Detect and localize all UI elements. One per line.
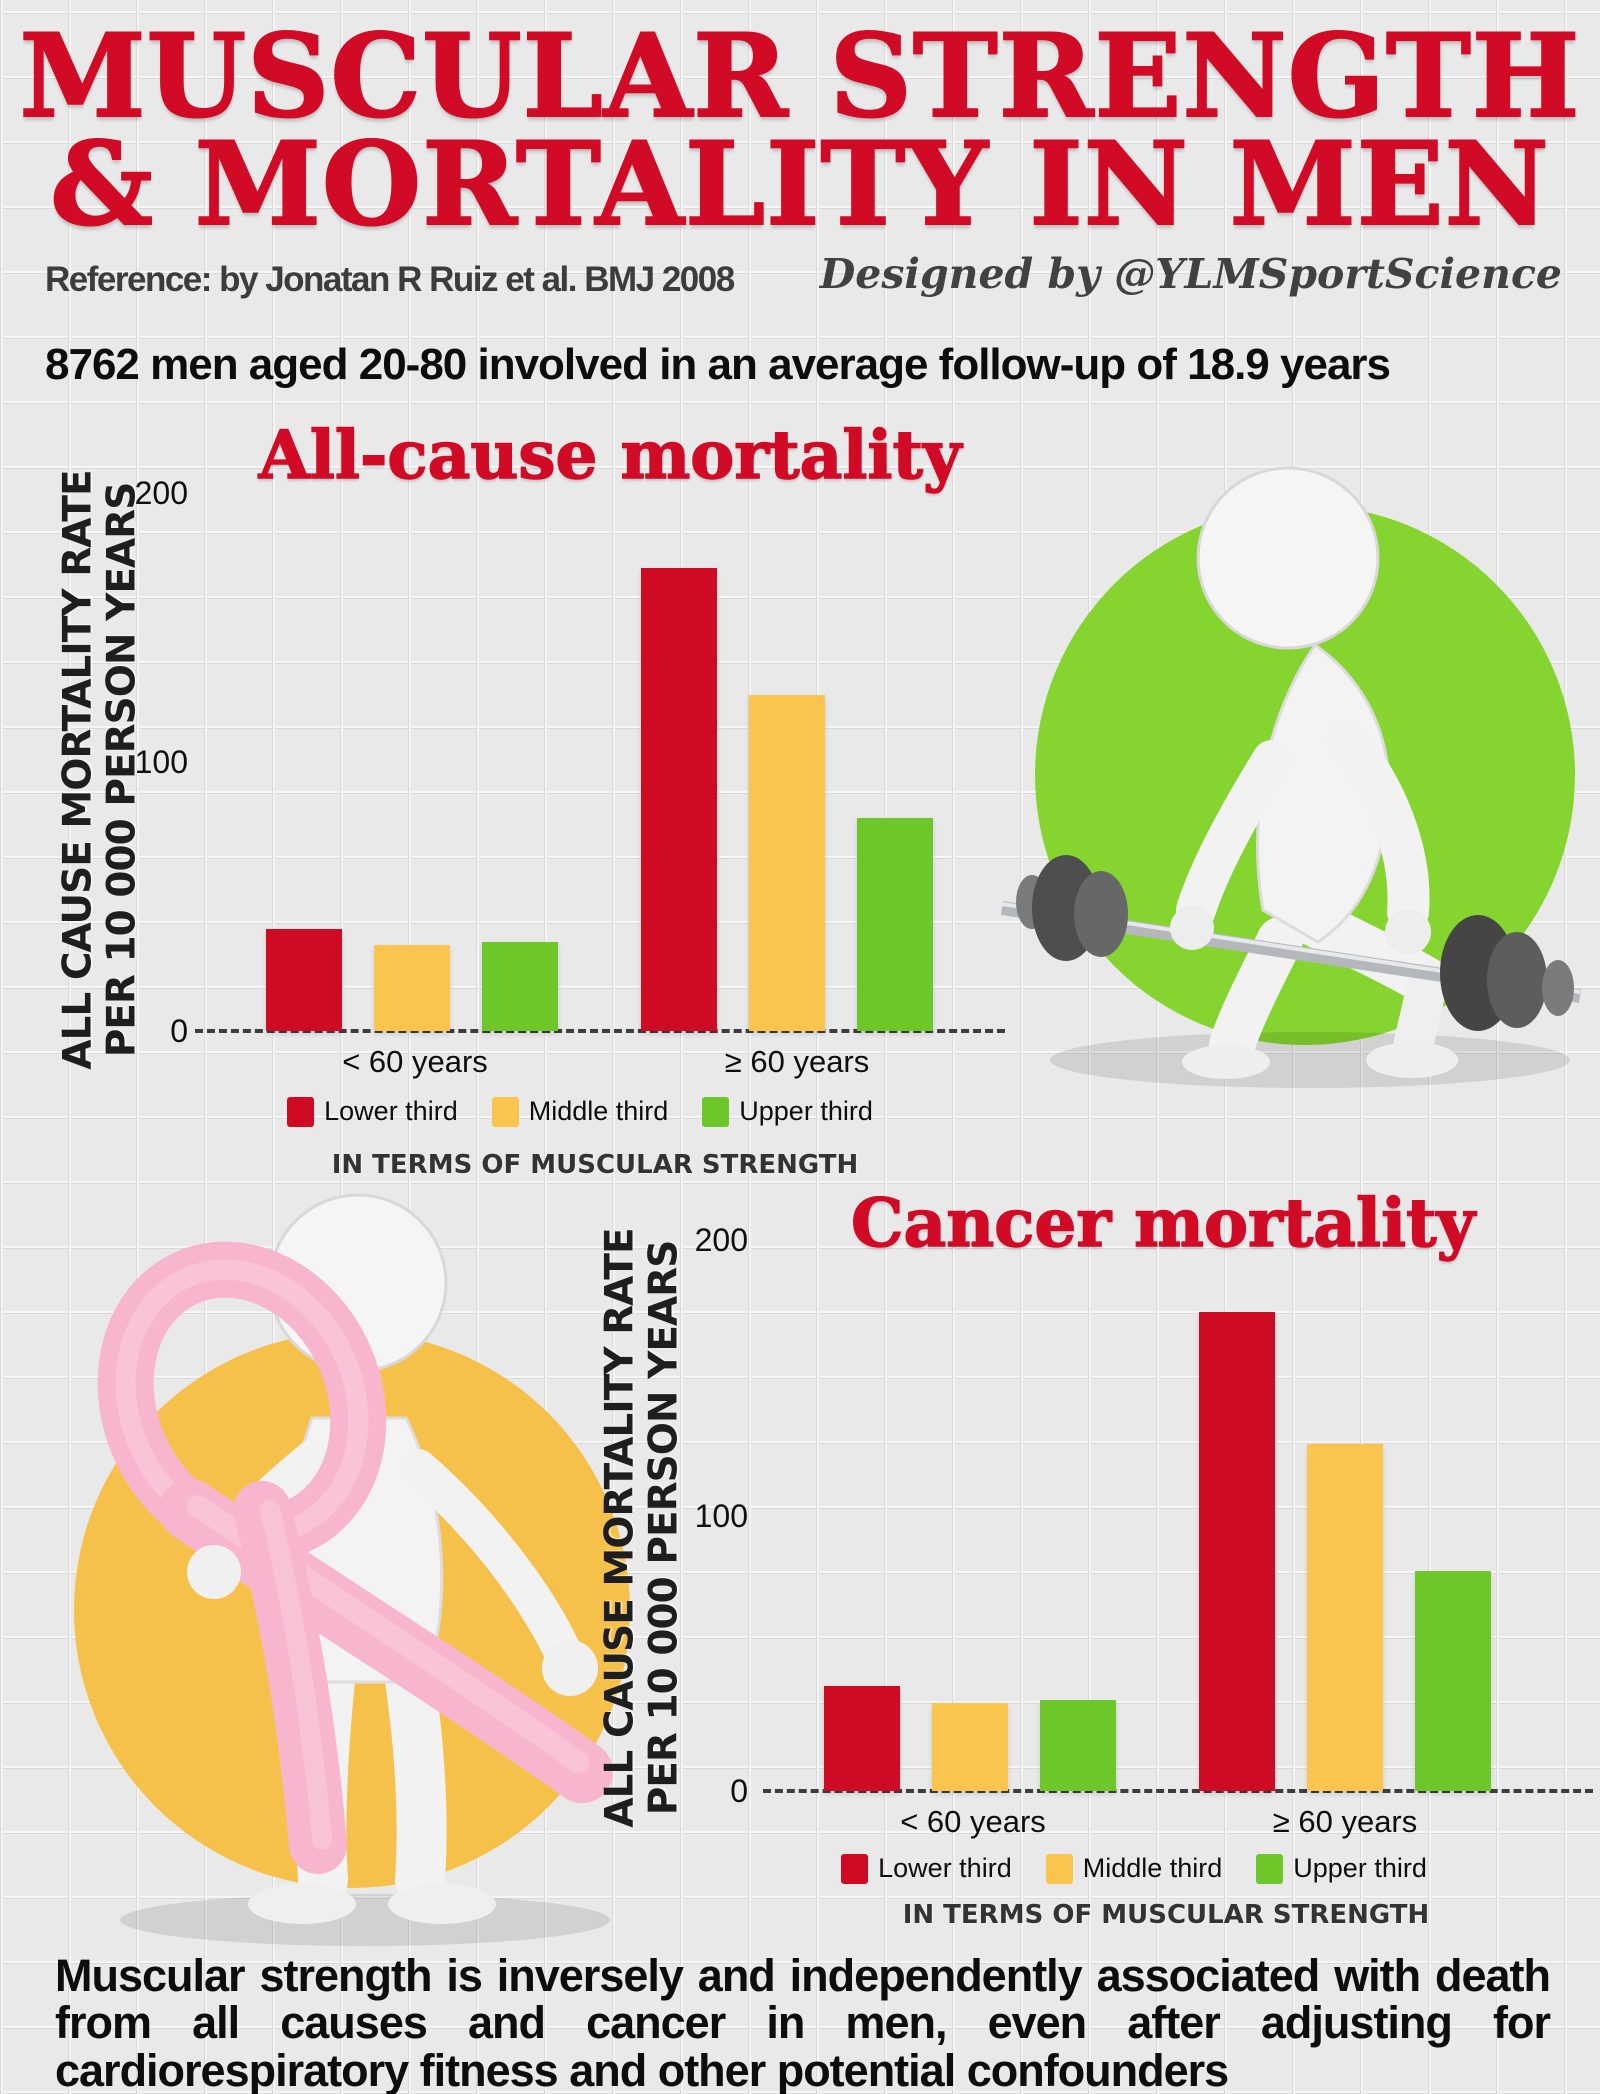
pink-ribbon-icon [97, 1241, 613, 1874]
bar-middle-third-60-years [374, 945, 450, 1031]
bar-middle-third-60-years [1307, 1444, 1383, 1791]
chart2-y-axis-label: ALL CAUSE MORTALITY RATE PER 10 000 PERS… [597, 1228, 686, 1828]
figure-right-hand [542, 1640, 598, 1696]
figure-right-foot [388, 1884, 496, 1924]
figure-right-arm [1325, 719, 1430, 933]
bar-upper-third-60-years [1415, 1571, 1491, 1791]
x-axis-baseline [195, 1029, 1005, 1033]
legend-item-upper-third: Upper third [702, 1096, 873, 1127]
chart1-title: All-cause mortality [258, 415, 962, 495]
chart1-x-axis-caption: IN TERMS OF MUSCULAR STRENGTH [331, 1150, 859, 1180]
legend-label-upper-third: Upper third [1293, 1853, 1427, 1883]
figure-shadow [120, 1894, 610, 1946]
bar-upper-third-60-years [1040, 1700, 1116, 1791]
chart2-title: Cancer mortality [850, 1183, 1476, 1263]
legend-label-middle-third: Middle third [1082, 1853, 1223, 1883]
legend-swatch-upper-third [1256, 1853, 1284, 1884]
category-label-60-years: < 60 years [342, 1044, 488, 1079]
figure-front-foot [1366, 1042, 1458, 1078]
chart1-y-axis-label-line1: ALL CAUSE MORTALITY RATE [55, 470, 101, 1070]
figure-head [1196, 466, 1380, 650]
figure-shin [1394, 962, 1448, 1062]
bar-lower-third-60-years [641, 568, 717, 1031]
legend-label-upper-third: Upper third [739, 1096, 873, 1126]
barbell-icon [1000, 855, 1582, 1031]
conclusion-text: Muscular strength is inversely and indep… [55, 1950, 1551, 2094]
designed-by-text: Designed by @YLMSportScience [819, 250, 1562, 298]
figure-hands [187, 1545, 598, 1696]
ribbon-tail-highlight [260, 1500, 332, 1850]
figure-right-hand [1385, 909, 1431, 955]
chart1-y-axis-label-line2: PER 10 000 PERSON YEARS [99, 482, 144, 1058]
category-label-60-years: ≥ 60 years [724, 1044, 870, 1079]
bar-lower-third-60-years [824, 1686, 900, 1791]
legend-label-middle-third: Middle third [528, 1096, 669, 1126]
figure-left-hand [1170, 906, 1214, 950]
chart2-y-axis-label-line2: PER 10 000 PERSON YEARS [641, 1240, 686, 1816]
legend-item-lower-third: Lower third [287, 1096, 458, 1127]
category-label-60-years: ≥ 60 years [1272, 1804, 1418, 1839]
bar-middle-third-60-years [749, 695, 825, 1031]
reference-text: Reference: by Jonatan R Ruiz et al. BMJ … [45, 260, 735, 299]
barbell-left-plate-inner [1074, 871, 1128, 957]
chart2-x-axis-caption: IN TERMS OF MUSCULAR STRENGTH [902, 1900, 1430, 1930]
bar-lower-third-60-years [266, 929, 342, 1031]
chart2-y-axis-label-line1: ALL CAUSE MORTALITY RATE [597, 1228, 643, 1828]
figure-shadow [1050, 1032, 1570, 1088]
figure-left-hand [187, 1545, 241, 1599]
page-title: MUSCULAR STRENGTH & MORTALITY IN MEN [0, 9, 1600, 252]
pink-ribbon-illustration [74, 1193, 630, 1946]
study-subtitle: 8762 men aged 20-80 involved in an avera… [45, 340, 1391, 389]
legend-swatch-middle-third [491, 1096, 519, 1127]
barbell-right-plate-inner [1487, 932, 1547, 1028]
page-title-line-2: & MORTALITY IN MEN [49, 117, 1550, 252]
weightlifter-arms [1170, 719, 1431, 955]
bar-upper-third-60-years [857, 818, 933, 1031]
weightlifter-illustration [1000, 466, 1582, 1088]
chart1-y-axis-label: ALL CAUSE MORTALITY RATE PER 10 000 PERS… [55, 470, 144, 1070]
figure-left-foot [248, 1884, 356, 1924]
legend-label-lower-third: Lower third [324, 1096, 458, 1126]
legend-label-lower-third: Lower third [878, 1853, 1012, 1883]
legend-swatch-lower-third [287, 1096, 315, 1127]
x-axis-baseline [763, 1789, 1593, 1793]
figure-right-arm [399, 1449, 581, 1669]
chart1-legend: Lower third Middle third Upper third [130, 1096, 1030, 1127]
bar-lower-third-60-years [1199, 1312, 1275, 1791]
figure-back-foot [1182, 1045, 1270, 1079]
legend-item-middle-third: Middle third [491, 1096, 669, 1127]
barbell-right-cap [1542, 960, 1574, 1016]
figure-left-arm [1176, 740, 1292, 930]
bar-upper-third-60-years [482, 942, 558, 1031]
legend-item-lower-third: Lower third [841, 1853, 1012, 1884]
figure-right-leg [385, 1655, 447, 1905]
legend-swatch-lower-third [841, 1853, 869, 1884]
legend-swatch-upper-third [702, 1096, 730, 1127]
page-title-line-1: MUSCULAR STRENGTH [18, 9, 1581, 143]
category-label-60-years: < 60 years [900, 1804, 1046, 1839]
legend-item-middle-third: Middle third [1045, 1853, 1223, 1884]
chart2-legend: Lower third Middle third Upper third [684, 1853, 1584, 1884]
bar-middle-third-60-years [932, 1703, 1008, 1791]
legend-swatch-middle-third [1045, 1853, 1073, 1884]
ribbon-loop-highlight [115, 1259, 369, 1545]
legend-item-upper-third: Upper third [1256, 1853, 1427, 1884]
